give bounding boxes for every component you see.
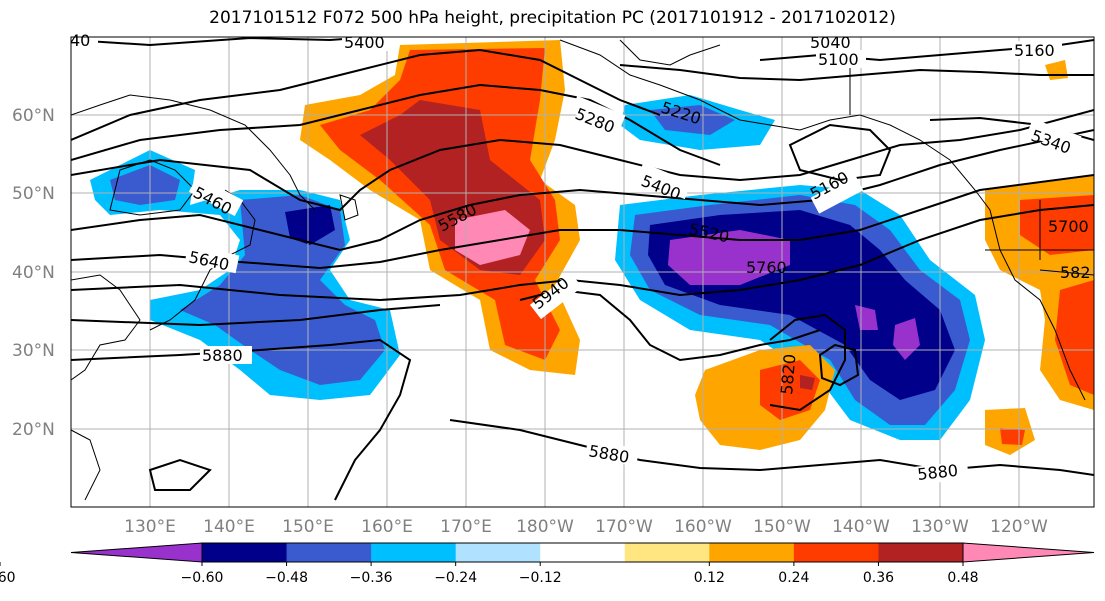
lat-label: 20°N xyxy=(12,420,55,440)
map-frame xyxy=(70,36,1095,508)
lon-label: 150°E xyxy=(282,517,334,537)
contour-label: 5820 xyxy=(777,353,799,395)
contour-label: 5880 xyxy=(202,346,243,365)
colorbar-swatch xyxy=(709,543,795,562)
colorbar-tick-label: −0.60 xyxy=(181,570,224,586)
colorbar-swatch xyxy=(540,543,626,562)
contour-labels: 40 5400 5040 5100 5160 5220 5280 5340 54… xyxy=(66,31,1091,485)
latitude-labels: 60°N 50°N 40°N 30°N 20°N xyxy=(12,106,55,440)
colorbar-extend-high xyxy=(962,542,1095,563)
contour-label: 40 xyxy=(70,31,90,50)
colorbar-outline xyxy=(201,542,964,563)
colorbar-swatch xyxy=(371,543,457,562)
colorbar-tick-label: 0.48 xyxy=(947,570,978,586)
contour-label: 5400 xyxy=(344,33,385,52)
lon-label: 120°W xyxy=(990,517,1048,537)
lat-label: 60°N xyxy=(12,106,55,126)
lon-label: 130°W xyxy=(911,517,969,537)
colorbar: −0.60 −0.48 −0.36 −0.24 −0.12 0.12 0.24 0.36 0.4… xyxy=(0,542,1095,586)
lat-label: 40°N xyxy=(12,263,55,283)
positive-anomaly-hawaii-core xyxy=(800,375,815,390)
lon-label: 130°E xyxy=(124,517,176,537)
lat-label: 30°N xyxy=(12,341,55,361)
contour-label: 5160 xyxy=(1014,41,1055,60)
lon-label: 140°E xyxy=(203,517,255,537)
negative-anomaly-alaska-blue xyxy=(650,105,735,135)
lat-label: 50°N xyxy=(12,184,55,204)
colorbar-tick-label: 0.60 xyxy=(0,570,16,586)
anomaly-pink-core xyxy=(455,210,530,265)
colorbar-swatch xyxy=(793,543,879,562)
lon-label: 170°W xyxy=(595,517,653,537)
shaded-precipitation xyxy=(90,40,1094,455)
colorbar-tick-label: 0.12 xyxy=(694,570,725,586)
contour-label: 582 xyxy=(1060,263,1091,282)
colorbar-swatch xyxy=(286,543,372,562)
colorbar-tick-label: 0.36 xyxy=(863,570,894,586)
positive-anomaly-us-west-red xyxy=(1020,195,1094,395)
positive-anomaly-subtropics-red xyxy=(1000,428,1025,445)
colorbar-tick-label: −0.12 xyxy=(519,570,562,586)
lon-label: 140°W xyxy=(832,517,890,537)
negative-anomaly-central-purple xyxy=(668,230,920,360)
colorbar-tick-label: −0.24 xyxy=(434,570,477,586)
contour-label: 5880 xyxy=(916,461,958,484)
colorbar-swatch xyxy=(202,543,288,562)
colorbar-tick-label: −0.36 xyxy=(350,570,393,586)
contour-label: 5040 xyxy=(810,33,851,52)
longitude-labels: 130°E 140°E 150°E 160°E 170°E 180°W 170°… xyxy=(124,517,1048,537)
colorbar-tick-label: 0.24 xyxy=(778,570,809,586)
colorbar-swatch xyxy=(878,543,964,562)
negative-anomaly-japan-navy xyxy=(285,205,335,245)
colorbar-tick-label: −0.48 xyxy=(265,570,308,586)
contour-label: 5760 xyxy=(746,258,787,277)
lon-label: 160°E xyxy=(361,517,413,537)
contour-label: 5100 xyxy=(818,50,859,69)
contour-label: 5700 xyxy=(1048,217,1089,236)
map-title: 2017101512 F072 500 hPa height, precipit… xyxy=(209,8,896,28)
lon-label: 160°W xyxy=(674,517,732,537)
lon-label: 170°E xyxy=(440,517,492,537)
lon-label: 150°W xyxy=(753,517,811,537)
colorbar-swatch xyxy=(455,543,541,562)
colorbar-extend-low xyxy=(70,542,203,563)
lon-label: 180°W xyxy=(516,517,574,537)
colorbar-swatch xyxy=(624,543,710,562)
